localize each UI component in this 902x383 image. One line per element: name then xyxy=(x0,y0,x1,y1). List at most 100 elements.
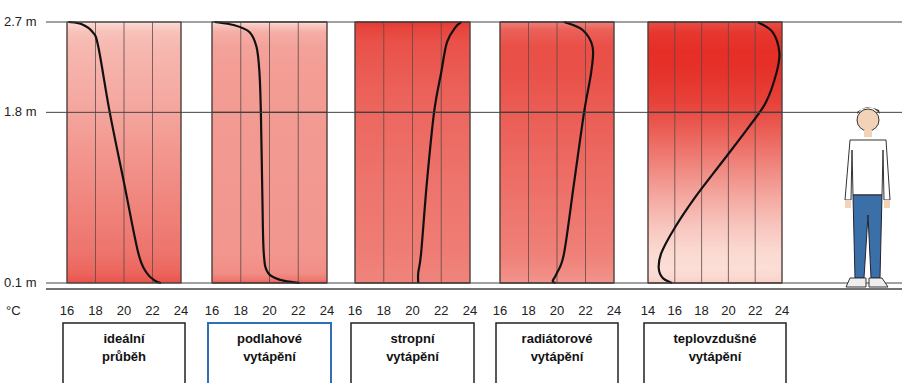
grid-line xyxy=(269,22,270,283)
plot-area xyxy=(418,22,461,283)
x-axis-label: °C xyxy=(6,303,21,318)
title-line: stropní xyxy=(390,331,434,346)
x-tick-label: 20 xyxy=(405,303,419,318)
panel-title: podlahové vytápění xyxy=(237,331,302,364)
x-tick-label: 24 xyxy=(775,303,789,318)
grid-line xyxy=(441,22,442,283)
x-tick-label: 18 xyxy=(521,303,535,318)
x-tick-label: 16 xyxy=(493,303,507,318)
x-tick-label: 20 xyxy=(262,303,276,318)
grid-line xyxy=(557,22,558,283)
plot-area xyxy=(68,22,161,283)
grid-line xyxy=(124,22,125,283)
title-box xyxy=(644,323,786,383)
temperature-curve xyxy=(659,22,780,283)
x-tick-label: 22 xyxy=(748,303,762,318)
title-line: radiátorové xyxy=(522,331,593,346)
grid-line xyxy=(701,22,702,283)
floor-line xyxy=(46,288,902,290)
height-line xyxy=(46,22,902,23)
x-tick-label: 20 xyxy=(117,303,131,318)
x-tick-label: 18 xyxy=(694,303,708,318)
person-shoe xyxy=(846,278,866,287)
title-line: průběh xyxy=(102,349,146,364)
grid-line xyxy=(674,22,675,283)
person-shoe xyxy=(869,278,888,287)
x-tick-label: 22 xyxy=(291,303,305,318)
x-tick-label: 18 xyxy=(88,303,102,318)
x-tick-label: 14 xyxy=(641,303,655,318)
panel-frame xyxy=(355,22,470,283)
x-tick-label: 16 xyxy=(348,303,362,318)
panel-title: stropní vytápění xyxy=(386,331,439,364)
x-tick-label: 24 xyxy=(463,303,477,318)
plot-area xyxy=(553,22,594,283)
x-tick-label: 24 xyxy=(174,303,188,318)
title-line: ideální xyxy=(103,331,145,346)
x-tick-label: 22 xyxy=(434,303,448,318)
panel-frame xyxy=(212,22,327,283)
title-line: vytápění xyxy=(243,349,296,364)
panel-background xyxy=(355,22,470,283)
panel-frame xyxy=(67,22,181,283)
panel-background xyxy=(67,22,181,283)
x-tick-label: 16 xyxy=(205,303,219,318)
title-box xyxy=(208,323,331,383)
height-line xyxy=(46,283,902,284)
temperature-curve xyxy=(553,22,594,283)
temperature-curve xyxy=(418,22,461,283)
grid-line xyxy=(585,22,586,283)
grid-line xyxy=(412,22,413,283)
panel-title: ideální průběh xyxy=(102,331,146,364)
grid-line xyxy=(95,22,96,283)
temperature-curve xyxy=(215,22,300,283)
x-tick-label: 16 xyxy=(668,303,682,318)
x-tick-label: 24 xyxy=(320,303,334,318)
grid-line xyxy=(383,22,384,283)
title-box xyxy=(63,323,185,383)
person-hair xyxy=(857,107,880,114)
title-line: podlahové xyxy=(237,331,302,346)
person xyxy=(845,107,890,287)
grid-line xyxy=(298,22,299,283)
person-neck xyxy=(864,130,872,137)
plot-area xyxy=(215,22,300,283)
panel-background xyxy=(648,22,782,283)
person-hand xyxy=(845,200,851,208)
height-line xyxy=(46,112,902,113)
title-box xyxy=(496,323,618,383)
panel-background xyxy=(500,22,614,283)
panel-background xyxy=(212,22,327,283)
grid-line xyxy=(528,22,529,283)
x-tick-label: 20 xyxy=(721,303,735,318)
person-jeans xyxy=(853,195,882,278)
x-tick-label: 24 xyxy=(607,303,621,318)
title-line: teplovzdušné xyxy=(673,331,756,346)
x-tick-label: 18 xyxy=(377,303,391,318)
panel-frame xyxy=(500,22,614,283)
x-tick-label: 22 xyxy=(145,303,159,318)
x-tick-label: 20 xyxy=(550,303,564,318)
x-tick-label: 22 xyxy=(578,303,592,318)
x-tick-label: 16 xyxy=(60,303,74,318)
title-line: vytápění xyxy=(531,349,584,364)
temperature-curve xyxy=(68,22,161,283)
y-tick-label: 1.8 m xyxy=(4,104,37,119)
person-head xyxy=(857,109,879,131)
panel-frame xyxy=(648,22,782,283)
grid-line xyxy=(152,22,153,283)
panel-title: teplovzdušné vytápění xyxy=(673,331,756,364)
grid-line xyxy=(755,22,756,283)
x-tick-label: 18 xyxy=(234,303,248,318)
title-line: vytápění xyxy=(689,349,742,364)
chart: 16 18 20 22 24 ideální průběh °C 16 18 20 22 24 podla… xyxy=(0,0,902,383)
person-shirt xyxy=(845,140,890,200)
person-hand xyxy=(884,200,890,208)
y-tick-label: 0.1 m xyxy=(4,275,37,290)
y-tick-label: 2.7 m xyxy=(4,14,37,29)
title-box xyxy=(351,323,474,383)
plot-area xyxy=(659,22,780,283)
title-line: vytápění xyxy=(386,349,439,364)
panel-title: radiátorové vytápění xyxy=(522,331,593,364)
grid-line xyxy=(240,22,241,283)
